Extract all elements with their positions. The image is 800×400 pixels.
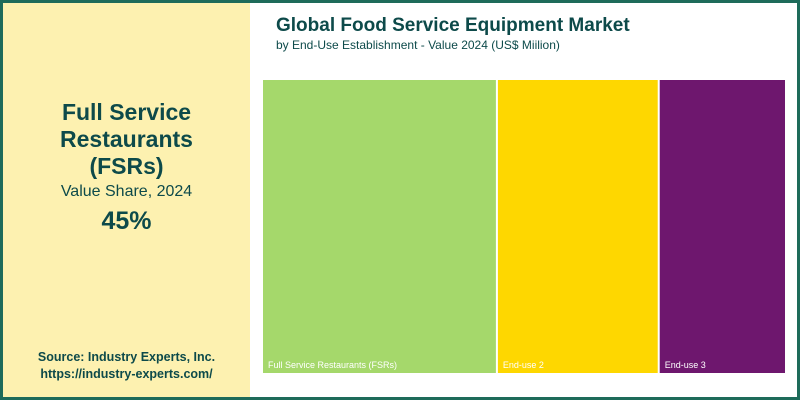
treemap-label-2: End-use 2	[503, 360, 544, 370]
treemap-label-1: Full Service Restaurants (FSRs)	[268, 360, 397, 370]
treemap-label-3: End-use 3	[665, 360, 706, 370]
source-url[interactable]: https://industry-experts.com/	[40, 367, 213, 381]
highlight-panel: Full Service Restaurants (FSRs) Value Sh…	[3, 3, 250, 397]
treemap-cell-3	[659, 80, 785, 373]
treemap-cell-1	[263, 80, 496, 373]
treemap-chart: Full Service Restaurants (FSRs) End-use 2…	[263, 80, 785, 373]
highlight-title: Full Service Restaurants (FSRs)	[60, 99, 193, 179]
source-text: Source: Industry Experts, Inc.	[37, 350, 216, 364]
chart-title: Global Food Service Equipment Market	[276, 15, 630, 36]
treemap-cell-2	[497, 80, 658, 373]
highlight-subtitle: Value Share, 2024	[60, 183, 193, 200]
highlight-value: 45%	[101, 207, 152, 235]
chart-subtitle: by End-Use Establishment - Value 2024 (U…	[276, 38, 560, 52]
source-block: Source: Industry Experts, Inc. https://i…	[3, 349, 250, 383]
highlight-block: Full Service Restaurants (FSRs) Value Sh…	[3, 99, 250, 236]
